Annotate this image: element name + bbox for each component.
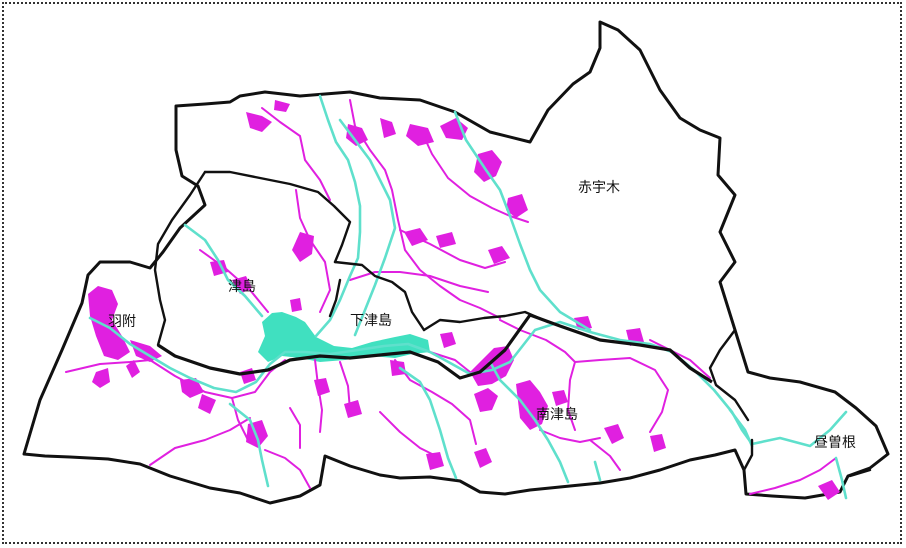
roads [65, 99, 837, 495]
label-shimotsushima: 下津島 [350, 313, 392, 329]
label-akougi: 赤宇木 [578, 180, 620, 196]
label-hirusone: 昼曽根 [814, 435, 856, 451]
urban-area [258, 312, 430, 362]
district-boundaries [153, 170, 872, 478]
rivers [88, 94, 848, 500]
main-boundary-line [157, 313, 713, 384]
label-hanetsuki: 羽附 [108, 314, 136, 330]
outer-boundary [22, 20, 890, 505]
label-minamitsushima: 南津島 [536, 407, 578, 423]
label-tsushima: 津島 [228, 279, 256, 295]
